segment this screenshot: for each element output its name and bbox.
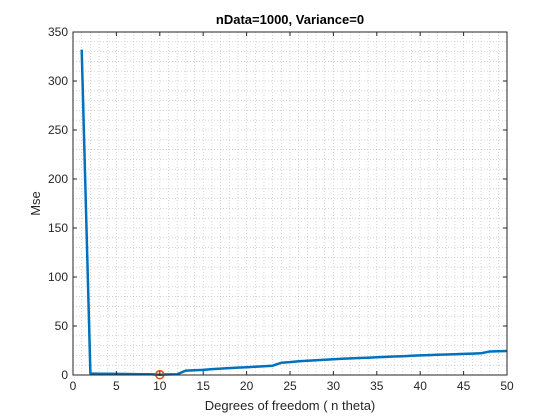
x-tick-label: 0 — [70, 379, 77, 393]
y-tick-label: 250 — [48, 123, 68, 137]
y-tick-label: 300 — [48, 74, 68, 88]
x-tick-labels: 0 5 10 15 20 25 30 35 40 45 50 — [70, 379, 514, 393]
y-tick-label: 50 — [55, 319, 69, 333]
x-tick-label: 40 — [414, 379, 428, 393]
y-tick-label: 350 — [48, 25, 68, 39]
x-tick-label: 20 — [240, 379, 254, 393]
x-tick-label: 30 — [327, 379, 341, 393]
x-tick-label: 5 — [113, 379, 120, 393]
x-tick-label: 45 — [457, 379, 471, 393]
y-axis-label: Mse — [28, 191, 43, 216]
x-tick-label: 10 — [153, 379, 167, 393]
chart-title: nData=1000, Variance=0 — [216, 12, 364, 27]
series-line — [80, 49, 508, 376]
y-tick-label: 0 — [61, 368, 68, 382]
y-tick-labels: 0 50 100 150 200 250 300 350 — [48, 25, 68, 382]
x-tick-label: 35 — [370, 379, 384, 393]
grid — [73, 32, 507, 375]
y-tick-label: 200 — [48, 172, 68, 186]
y-tick-label: 150 — [48, 221, 68, 235]
ticks — [72, 31, 508, 376]
x-tick-label: 15 — [197, 379, 211, 393]
x-tick-label: 25 — [283, 379, 297, 393]
y-tick-label: 100 — [48, 270, 68, 284]
series-layer — [80, 49, 508, 376]
x-tick-label: 50 — [500, 379, 514, 393]
x-axis-label: Degrees of freedom ( n theta) — [205, 398, 376, 413]
